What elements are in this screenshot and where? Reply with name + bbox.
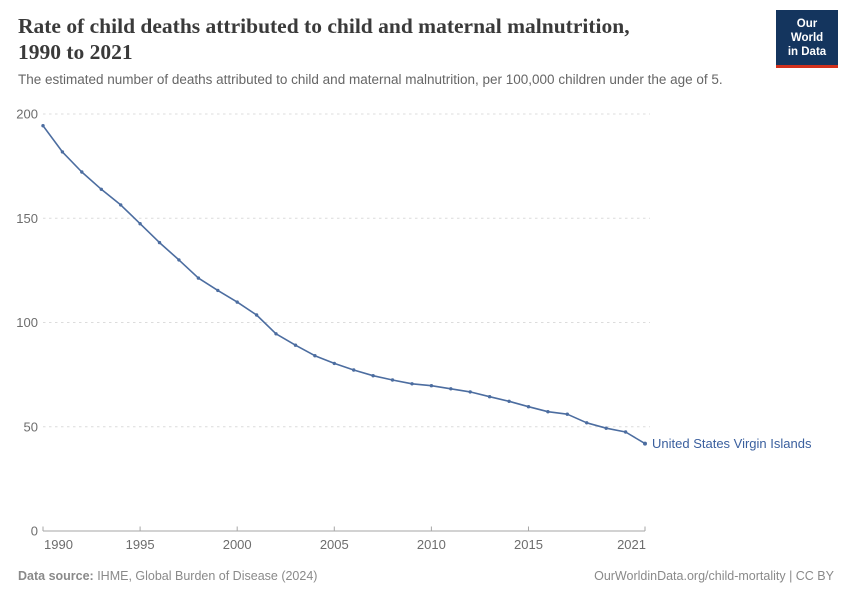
data-point: [565, 412, 569, 416]
chart-subtitle: The estimated number of deaths attribute…: [18, 72, 723, 87]
data-point: [313, 354, 317, 358]
x-tick-label: 2015: [514, 537, 543, 552]
data-point: [526, 405, 531, 409]
x-tick-label: 2021: [617, 537, 646, 552]
data-line: [42, 124, 646, 445]
data-point: [643, 441, 647, 446]
data-source-note: Data source: IHME, Global Burden of Dise…: [18, 569, 317, 583]
data-point: [99, 187, 104, 191]
data-point: [196, 276, 201, 280]
data-point: [138, 222, 142, 226]
owid-logo-line2: in Data: [787, 46, 827, 58]
data-point: [546, 410, 550, 414]
chart-footer: Data source: IHME, Global Burden of Dise…: [18, 569, 834, 583]
credit-link: OurWorldinData.org/child-mortality | CC …: [594, 569, 834, 583]
data-point: [604, 426, 608, 430]
data-point: [332, 361, 336, 366]
x-tick-label: 1995: [126, 537, 155, 552]
y-tick-label: 200: [16, 107, 38, 122]
data-point: [216, 288, 220, 293]
data-point: [623, 430, 628, 434]
owid-logo: Our World in Data: [776, 10, 838, 68]
y-tick-label: 50: [24, 419, 38, 434]
data-point: [254, 313, 259, 317]
data-point: [487, 395, 492, 399]
data-point: [371, 374, 375, 378]
data-point: [235, 300, 239, 304]
data-point: [177, 258, 181, 262]
data-point: [60, 150, 65, 154]
data-source-value: IHME, Global Burden of Disease (2024): [93, 569, 318, 583]
data-point: [507, 399, 511, 403]
data-point: [390, 378, 395, 382]
x-tick-label: 2005: [320, 537, 349, 552]
data-point: [80, 170, 84, 174]
y-tick-label: 100: [16, 315, 38, 330]
data-point: [274, 332, 278, 336]
data-point: [119, 203, 123, 207]
data-point: [449, 387, 453, 391]
page-title-line2: 1990 to 2021: [18, 40, 133, 64]
series-end-label: United States Virgin Islands: [652, 436, 812, 451]
data-point: [468, 390, 472, 394]
x-tick-label: 2010: [417, 537, 446, 552]
data-point: [157, 240, 162, 245]
data-source-label: Data source:: [18, 569, 94, 583]
data-point: [41, 124, 45, 128]
data-point: [429, 384, 434, 388]
data-point: [410, 382, 414, 386]
y-tick-label: 0: [31, 524, 38, 539]
x-tick-label: 2000: [223, 537, 252, 552]
data-point: [352, 368, 356, 372]
y-tick-label: 150: [16, 211, 38, 226]
data-point: [585, 421, 589, 425]
x-tick-label: 1990: [44, 537, 73, 552]
page-title-line1: Rate of child deaths attributed to child…: [18, 14, 630, 38]
data-point: [293, 343, 298, 347]
page-title: Rate of child deaths attributed to child…: [18, 13, 763, 65]
owid-logo-line1: Our World: [790, 18, 824, 44]
